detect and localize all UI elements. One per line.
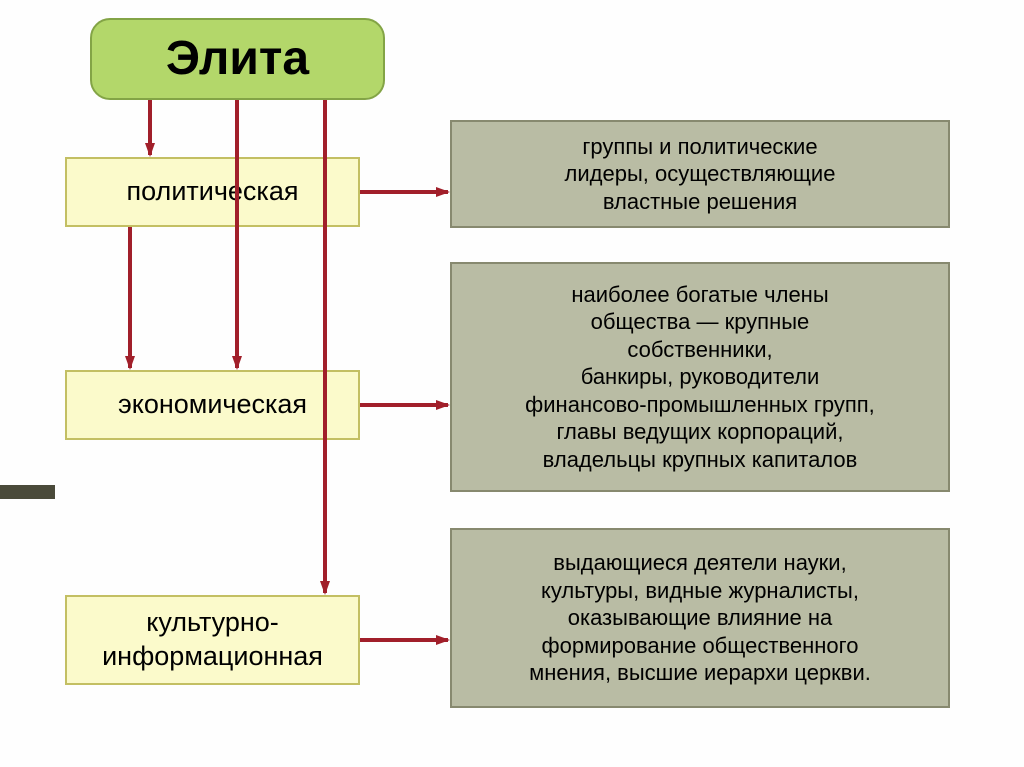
left-box-political: политическая bbox=[65, 157, 360, 227]
left-label: культурно-информационная bbox=[102, 606, 323, 674]
left-label: экономическая bbox=[118, 388, 307, 422]
left-label: политическая bbox=[127, 175, 299, 209]
title-text: Элита bbox=[166, 29, 309, 89]
left-box-cultural: культурно-информационная bbox=[65, 595, 360, 685]
right-text: группы и политическиелидеры, осуществляю… bbox=[565, 133, 836, 216]
right-text: наиболее богатые членыобщества — крупные… bbox=[525, 281, 875, 474]
right-box-political-desc: группы и политическиелидеры, осуществляю… bbox=[450, 120, 950, 228]
right-box-cultural-desc: выдающиеся деятели науки,культуры, видны… bbox=[450, 528, 950, 708]
title-box: Элита bbox=[90, 18, 385, 100]
left-box-economic: экономическая bbox=[65, 370, 360, 440]
accent-bar bbox=[0, 485, 55, 499]
right-box-economic-desc: наиболее богатые членыобщества — крупные… bbox=[450, 262, 950, 492]
right-text: выдающиеся деятели науки,культуры, видны… bbox=[529, 549, 871, 687]
